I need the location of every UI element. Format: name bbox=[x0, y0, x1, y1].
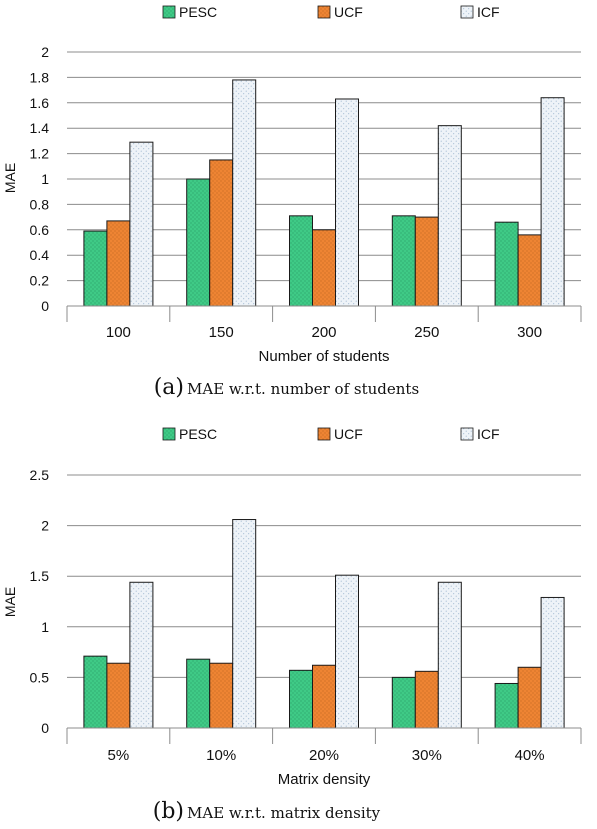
bar-pesc-b bbox=[289, 669, 313, 729]
bar-pesc-b bbox=[391, 676, 416, 729]
bar-pesc-a bbox=[289, 215, 313, 307]
caption-a-prefix: (a) bbox=[154, 375, 184, 400]
x-tick-label-a: 250 bbox=[414, 324, 439, 341]
bar-pesc-b bbox=[83, 655, 108, 729]
legend-label-ucf: UCF bbox=[334, 4, 363, 20]
x-tick-label-a: 150 bbox=[209, 324, 234, 341]
x-tick-label-b: 20% bbox=[309, 747, 339, 764]
bar-ucf-b bbox=[414, 670, 439, 729]
y-axis-title-a: MAE bbox=[2, 163, 18, 193]
y-tick-label-a: 0 bbox=[41, 298, 49, 314]
bar-pesc-b bbox=[494, 682, 519, 729]
legend-a: PESC UCF ICF bbox=[162, 4, 500, 20]
x-tick-label-b: 10% bbox=[206, 747, 236, 764]
bar-pesc-a bbox=[83, 230, 108, 307]
chart-b: PESC UCF ICF 0 0.5 1 1.5 2 2.5 5% 10% 20% 30% 40%… bbox=[2, 426, 582, 824]
y-tick-label-a: 0.2 bbox=[30, 273, 50, 289]
y-tick-label-b: 1.5 bbox=[30, 568, 50, 584]
y-tick-label-a: 0.8 bbox=[30, 196, 50, 212]
x-axis-title-a: Number of students bbox=[259, 348, 390, 365]
y-tick-label-a: 1.4 bbox=[30, 120, 50, 136]
bar-ucf-b bbox=[312, 664, 336, 729]
bar-pesc-a bbox=[494, 221, 519, 307]
y-tick-label-b: 2 bbox=[41, 518, 49, 534]
bar-ucf-a bbox=[312, 229, 336, 307]
bar-icf-b bbox=[129, 581, 154, 729]
bar-icf-a bbox=[232, 79, 257, 307]
x-tick-label-b: 30% bbox=[412, 747, 442, 764]
x-tick-label-a: 100 bbox=[106, 324, 131, 341]
bar-pesc-b bbox=[186, 658, 211, 729]
bar-icf-a bbox=[335, 98, 359, 307]
legend-label-pesc: PESC bbox=[179, 426, 217, 442]
caption-b: (b) MAE w.r.t. matrix density bbox=[153, 799, 381, 824]
caption-a-text: MAE w.r.t. number of students bbox=[187, 380, 419, 398]
legend-swatch-ucf bbox=[317, 5, 331, 19]
bars-b bbox=[83, 519, 565, 729]
bar-pesc-a bbox=[391, 215, 416, 307]
caption-b-prefix: (b) bbox=[153, 799, 184, 824]
chart-a: PESC UCF ICF 0 0.2 0.4 0.6 0.8 1 1.2 1.4 1.6 1.8 2… bbox=[2, 4, 582, 400]
x-tick-label-b: 40% bbox=[515, 747, 545, 764]
x-tick-label-a: 200 bbox=[311, 324, 336, 341]
caption-a: (a) MAE w.r.t. number of students bbox=[154, 375, 419, 400]
y-tick-label-a: 1.6 bbox=[30, 95, 50, 111]
legend-label-icf: ICF bbox=[477, 426, 500, 442]
bar-ucf-a bbox=[106, 220, 131, 307]
y-tick-label-a: 2 bbox=[41, 44, 49, 60]
bar-ucf-b bbox=[106, 662, 131, 729]
x-ticks-b: 5% 10% 20% 30% 40% bbox=[66, 728, 582, 764]
y-tick-label-b: 0.5 bbox=[30, 669, 50, 685]
x-tick-label-b: 5% bbox=[108, 747, 130, 764]
x-tick-label-a: 300 bbox=[517, 324, 542, 341]
bar-ucf-b bbox=[517, 666, 542, 729]
y-tick-label-a: 1.8 bbox=[30, 69, 50, 85]
bar-icf-b bbox=[232, 519, 257, 729]
bar-icf-a bbox=[437, 125, 462, 307]
bar-ucf-b bbox=[209, 662, 234, 729]
legend-swatch-icf bbox=[460, 5, 474, 19]
bar-ucf-a bbox=[414, 216, 439, 307]
legend-label-ucf: UCF bbox=[334, 426, 363, 442]
bar-icf-b bbox=[335, 574, 359, 729]
legend-label-icf: ICF bbox=[477, 4, 500, 20]
bar-icf-b bbox=[437, 581, 462, 729]
x-axis-title-b: Matrix density bbox=[278, 771, 371, 788]
legend-b: PESC UCF ICF bbox=[162, 426, 500, 442]
y-ticks-a: 0 0.2 0.4 0.6 0.8 1 1.2 1.4 1.6 1.8 2 bbox=[30, 44, 50, 314]
y-tick-label-b: 1 bbox=[41, 619, 49, 635]
bar-ucf-a bbox=[517, 234, 542, 307]
caption-b-text: MAE w.r.t. matrix density bbox=[187, 804, 381, 822]
bar-icf-a bbox=[540, 97, 565, 307]
y-tick-label-a: 0.4 bbox=[30, 247, 50, 263]
legend-swatch-pesc bbox=[162, 5, 176, 19]
y-tick-label-a: 1.2 bbox=[30, 146, 50, 162]
y-tick-label-a: 1 bbox=[41, 171, 49, 187]
legend-label-pesc: PESC bbox=[179, 4, 217, 20]
bar-ucf-a bbox=[209, 159, 234, 307]
legend-swatch-ucf bbox=[317, 427, 331, 441]
y-tick-label-a: 0.6 bbox=[30, 222, 50, 238]
bar-pesc-a bbox=[186, 178, 211, 307]
bar-icf-b bbox=[540, 596, 565, 729]
x-ticks-a: 100 150 200 250 300 bbox=[66, 306, 582, 341]
y-tick-label-b: 0 bbox=[41, 720, 49, 736]
bars-a bbox=[83, 79, 565, 307]
y-ticks-b: 0 0.5 1 1.5 2 2.5 bbox=[30, 467, 50, 736]
y-tick-label-b: 2.5 bbox=[30, 467, 50, 483]
y-axis-title-b: MAE bbox=[2, 587, 18, 617]
legend-swatch-icf bbox=[460, 427, 474, 441]
legend-swatch-pesc bbox=[162, 427, 176, 441]
bar-icf-a bbox=[129, 141, 154, 307]
